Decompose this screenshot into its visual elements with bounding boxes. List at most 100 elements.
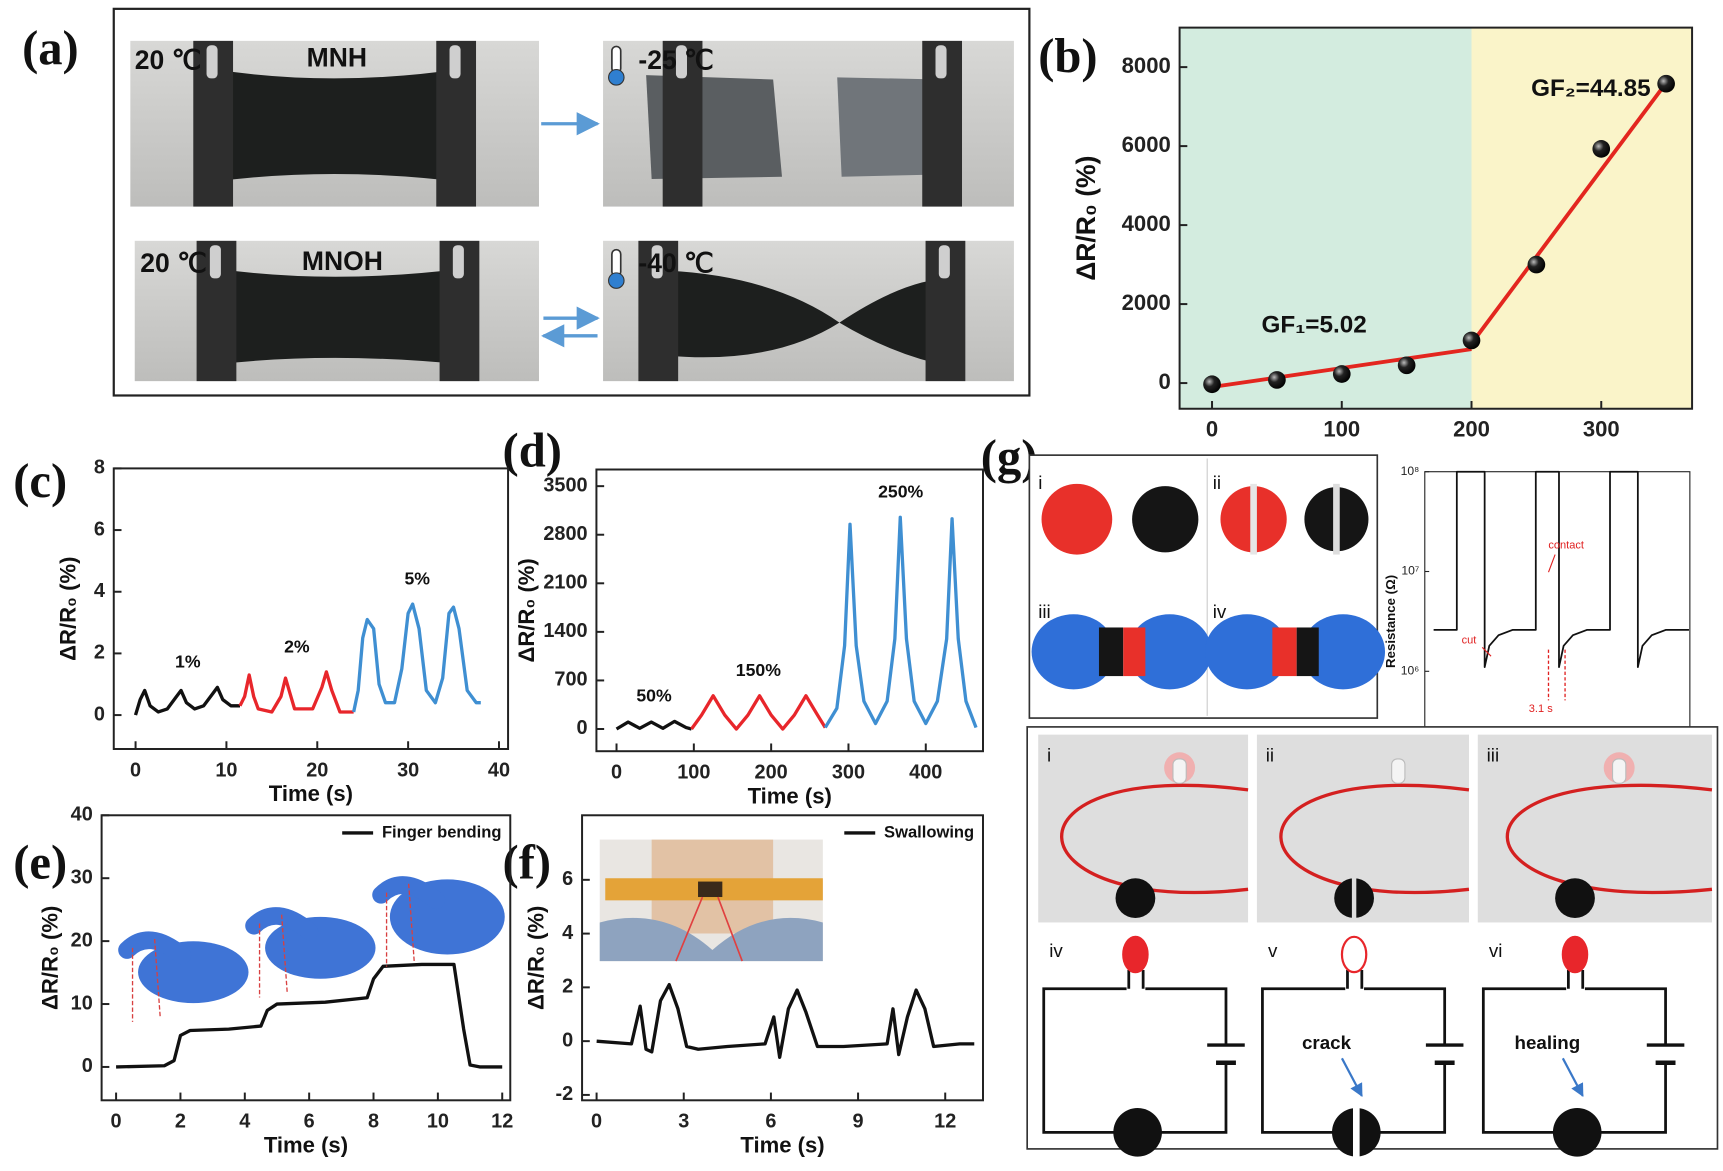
circuit-wire — [1481, 987, 1667, 1134]
black-disk — [1555, 878, 1595, 919]
cut-gap — [1333, 483, 1340, 555]
y-tick-label: 10⁷ — [1401, 564, 1419, 578]
y-tick-label: 30 — [71, 866, 93, 888]
annotation: cut — [1462, 635, 1477, 647]
x-axis-label: Time (s) — [269, 781, 353, 806]
note-arrow — [1340, 1057, 1363, 1098]
photo-label: 20 ℃ — [135, 45, 202, 75]
gel-broken — [837, 77, 942, 177]
y-tick-label: 20 — [71, 929, 93, 951]
hand-photo — [265, 916, 376, 979]
y-tick-label: 0 — [82, 1055, 93, 1077]
circuit-label: v — [1268, 940, 1278, 961]
data-line — [823, 515, 978, 729]
data-line — [615, 719, 692, 731]
clamp-pin — [209, 245, 221, 279]
red-disk — [1041, 483, 1113, 555]
x-tick-label: 0 — [130, 759, 141, 781]
y-axis-label: ΔR/R₀ (%) — [524, 906, 549, 1010]
cut-gap — [1352, 1104, 1360, 1160]
y-axis-label: ΔR/R₀ (%) — [38, 906, 63, 1010]
photo-label: iv — [1213, 601, 1227, 622]
sample-symbol — [1552, 1108, 1602, 1157]
finger-photo — [118, 931, 192, 965]
data-line — [238, 670, 354, 714]
x-tick-label: 20 — [306, 759, 328, 781]
y-tick-label: 8000 — [1122, 53, 1171, 78]
cut-gap — [1250, 483, 1257, 555]
x-tick-label: 0 — [1206, 417, 1218, 442]
clamp-pin — [938, 245, 950, 279]
x-tick-label: 4 — [239, 1111, 250, 1133]
glove — [1204, 614, 1289, 690]
panel-label: (a) — [22, 21, 79, 75]
y-tick-label: 10⁶ — [1401, 664, 1420, 678]
red-wire — [1279, 783, 1470, 895]
series-label: 50% — [636, 686, 672, 706]
data-line — [596, 982, 975, 1059]
panel-label: (e) — [13, 835, 67, 889]
annotation: 3.1 s — [1529, 703, 1553, 715]
led-symbol — [1122, 935, 1149, 974]
annotation-arrow — [1547, 554, 1556, 573]
y-tick-label: 0 — [94, 703, 105, 725]
clamp-pin — [452, 245, 464, 279]
fit-label: GF₁=5.02 — [1262, 312, 1367, 339]
panel-label: (d) — [503, 423, 562, 477]
thermometer-bulb — [608, 272, 625, 289]
point — [1397, 356, 1416, 375]
point — [1527, 255, 1546, 274]
gel — [215, 268, 464, 365]
y-tick-label: 1400 — [543, 620, 587, 642]
x-tick-label: 400 — [909, 762, 942, 784]
circuit-wire — [1042, 987, 1228, 1134]
sample-red — [1098, 627, 1124, 677]
x-tick-label: 10 — [215, 759, 237, 781]
x-tick-label: 0 — [111, 1111, 122, 1133]
finger-photo — [245, 907, 319, 941]
plot-frame — [595, 468, 984, 753]
panel-label: (g) — [981, 430, 1038, 484]
y-tick-label: 0 — [577, 717, 588, 739]
x-axis-label: Time (s) — [264, 1133, 348, 1158]
y-axis-label: Resistance (Ω) — [1383, 575, 1398, 668]
x-tick-label: 300 — [832, 762, 865, 784]
y-tick-label: 2 — [94, 642, 105, 664]
y-tick-label: 10⁸ — [1401, 464, 1420, 478]
fit-line — [1469, 81, 1668, 345]
y-tick-label: 40 — [71, 804, 93, 826]
cut-gap — [1351, 876, 1357, 921]
clamp-pin — [675, 45, 687, 79]
annotation-arrow — [1481, 646, 1492, 657]
photo-label: i — [1038, 472, 1042, 493]
x-tick-label: 40 — [488, 759, 510, 781]
series-label: 2% — [284, 636, 310, 656]
x-tick-label: 6 — [765, 1111, 776, 1133]
y-tick-label: 2000 — [1122, 290, 1171, 315]
y-axis-label: ΔR/R₀ (%) — [1071, 156, 1101, 281]
x-tick-label: 200 — [755, 762, 788, 784]
circuit-label: vi — [1489, 940, 1503, 961]
legend-label: Finger bending — [382, 822, 501, 841]
x-tick-label: 30 — [397, 759, 419, 781]
collar — [599, 917, 823, 962]
y-tick-label: 3500 — [543, 474, 587, 496]
x-tick-label: 9 — [853, 1111, 864, 1133]
region — [1179, 27, 1472, 409]
note-arrow — [1561, 1057, 1584, 1098]
region — [1471, 27, 1693, 409]
y-tick-label: 2 — [562, 976, 573, 998]
circuit-note: healing — [1515, 1032, 1581, 1053]
y-tick-label: 6 — [562, 868, 573, 890]
circuit-wire — [1261, 987, 1447, 1134]
plot-frame — [112, 467, 510, 750]
led-leads — [1127, 969, 1145, 989]
legend-label: Swallowing — [884, 822, 974, 841]
led-symbol — [1561, 935, 1589, 974]
point — [1592, 140, 1611, 158]
led — [1172, 758, 1187, 784]
x-tick-label: 10 — [427, 1111, 449, 1133]
photo-label: MNH — [307, 43, 367, 73]
glove — [1031, 614, 1116, 690]
